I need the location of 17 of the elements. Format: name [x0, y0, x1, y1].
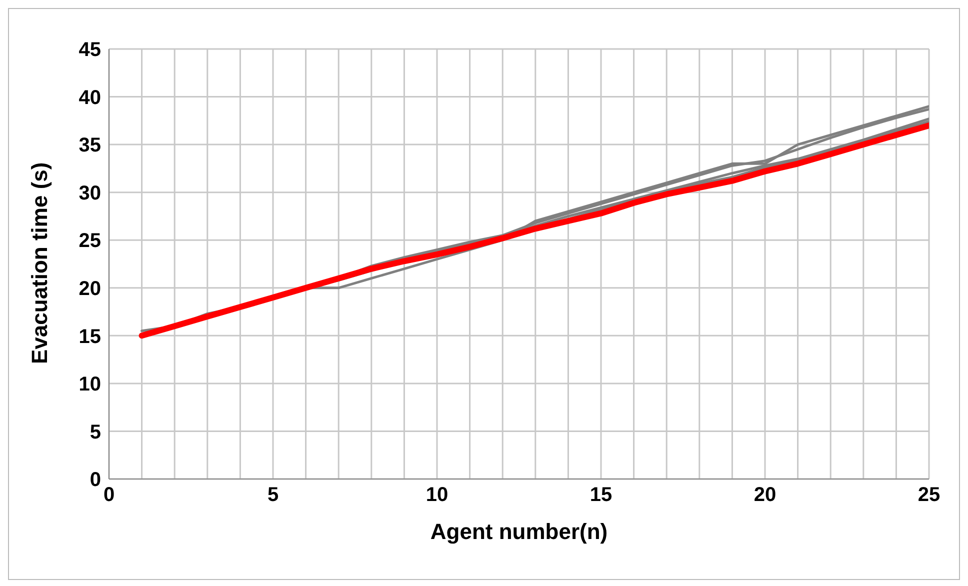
y-tick-label: 0 [90, 469, 101, 492]
x-tick-label: 5 [267, 484, 279, 506]
y-tick-label: 35 [78, 134, 101, 157]
y-tick-label: 45 [78, 39, 101, 62]
y-tick-label: 20 [78, 278, 101, 300]
x-tick-label: 15 [590, 484, 612, 506]
y-axis-title: Evacuation time (s) [26, 162, 52, 364]
x-axis-title: Agent number(n) [430, 519, 608, 544]
x-tick-label: 10 [426, 484, 448, 506]
y-tick-label: 15 [78, 326, 101, 348]
x-tick-label: 20 [754, 484, 776, 506]
y-tick-label: 10 [78, 374, 101, 396]
y-tick-label: 5 [90, 421, 101, 444]
x-tick-label: 25 [918, 484, 940, 506]
y-tick-label: 40 [78, 86, 101, 109]
y-tick-label: 30 [78, 182, 101, 204]
y-tick-label: 25 [78, 230, 101, 252]
